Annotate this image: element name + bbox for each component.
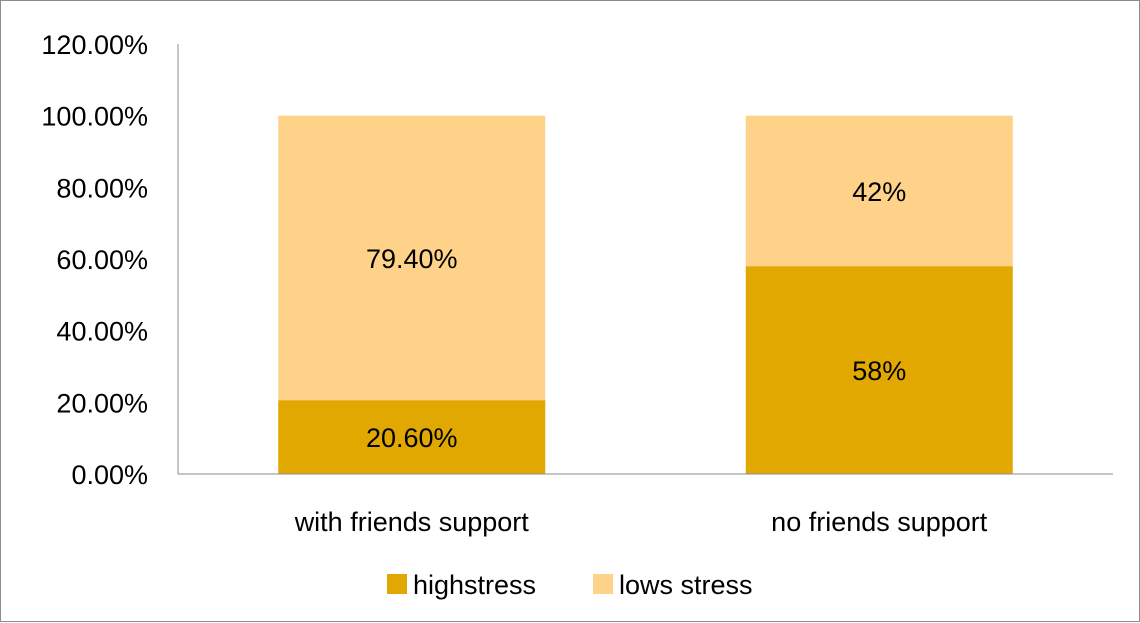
- data-label: 58%: [852, 356, 906, 386]
- legend-label: highstress: [413, 570, 536, 600]
- x-category-label: no friends support: [771, 507, 988, 537]
- data-label: 42%: [852, 177, 906, 207]
- x-category-label: with friends support: [294, 507, 530, 537]
- bar-highstress-1: [745, 266, 1013, 474]
- legend: highstress lows stress: [387, 570, 753, 600]
- legend-swatch-lows-stress: [593, 574, 613, 594]
- bar-highstress-0: [278, 400, 546, 474]
- y-axis-ticks: 0.00% 20.00% 40.00% 60.00% 80.00% 100.00% 120.…: [41, 30, 148, 490]
- y-tick-label: 0.00%: [71, 460, 148, 490]
- bars-group: 20.60% 79.40% 58% 42%: [278, 115, 1013, 474]
- y-tick-label: 120.00%: [41, 30, 148, 60]
- y-tick-label: 60.00%: [56, 245, 148, 275]
- legend-swatch-highstress: [387, 574, 407, 594]
- data-label: 20.60%: [366, 423, 458, 453]
- y-tick-label: 40.00%: [56, 317, 148, 347]
- y-tick-label: 20.00%: [56, 388, 148, 418]
- axes-group: [177, 44, 1113, 475]
- y-tick-label: 100.00%: [41, 102, 148, 132]
- bar-lows-stress-1: [745, 115, 1013, 267]
- x-axis-labels: with friends support no friends support: [294, 507, 988, 537]
- legend-label: lows stress: [619, 570, 753, 600]
- y-tick-label: 80.00%: [56, 173, 148, 203]
- bar-lows-stress-0: [278, 115, 546, 401]
- data-label: 79.40%: [366, 244, 458, 274]
